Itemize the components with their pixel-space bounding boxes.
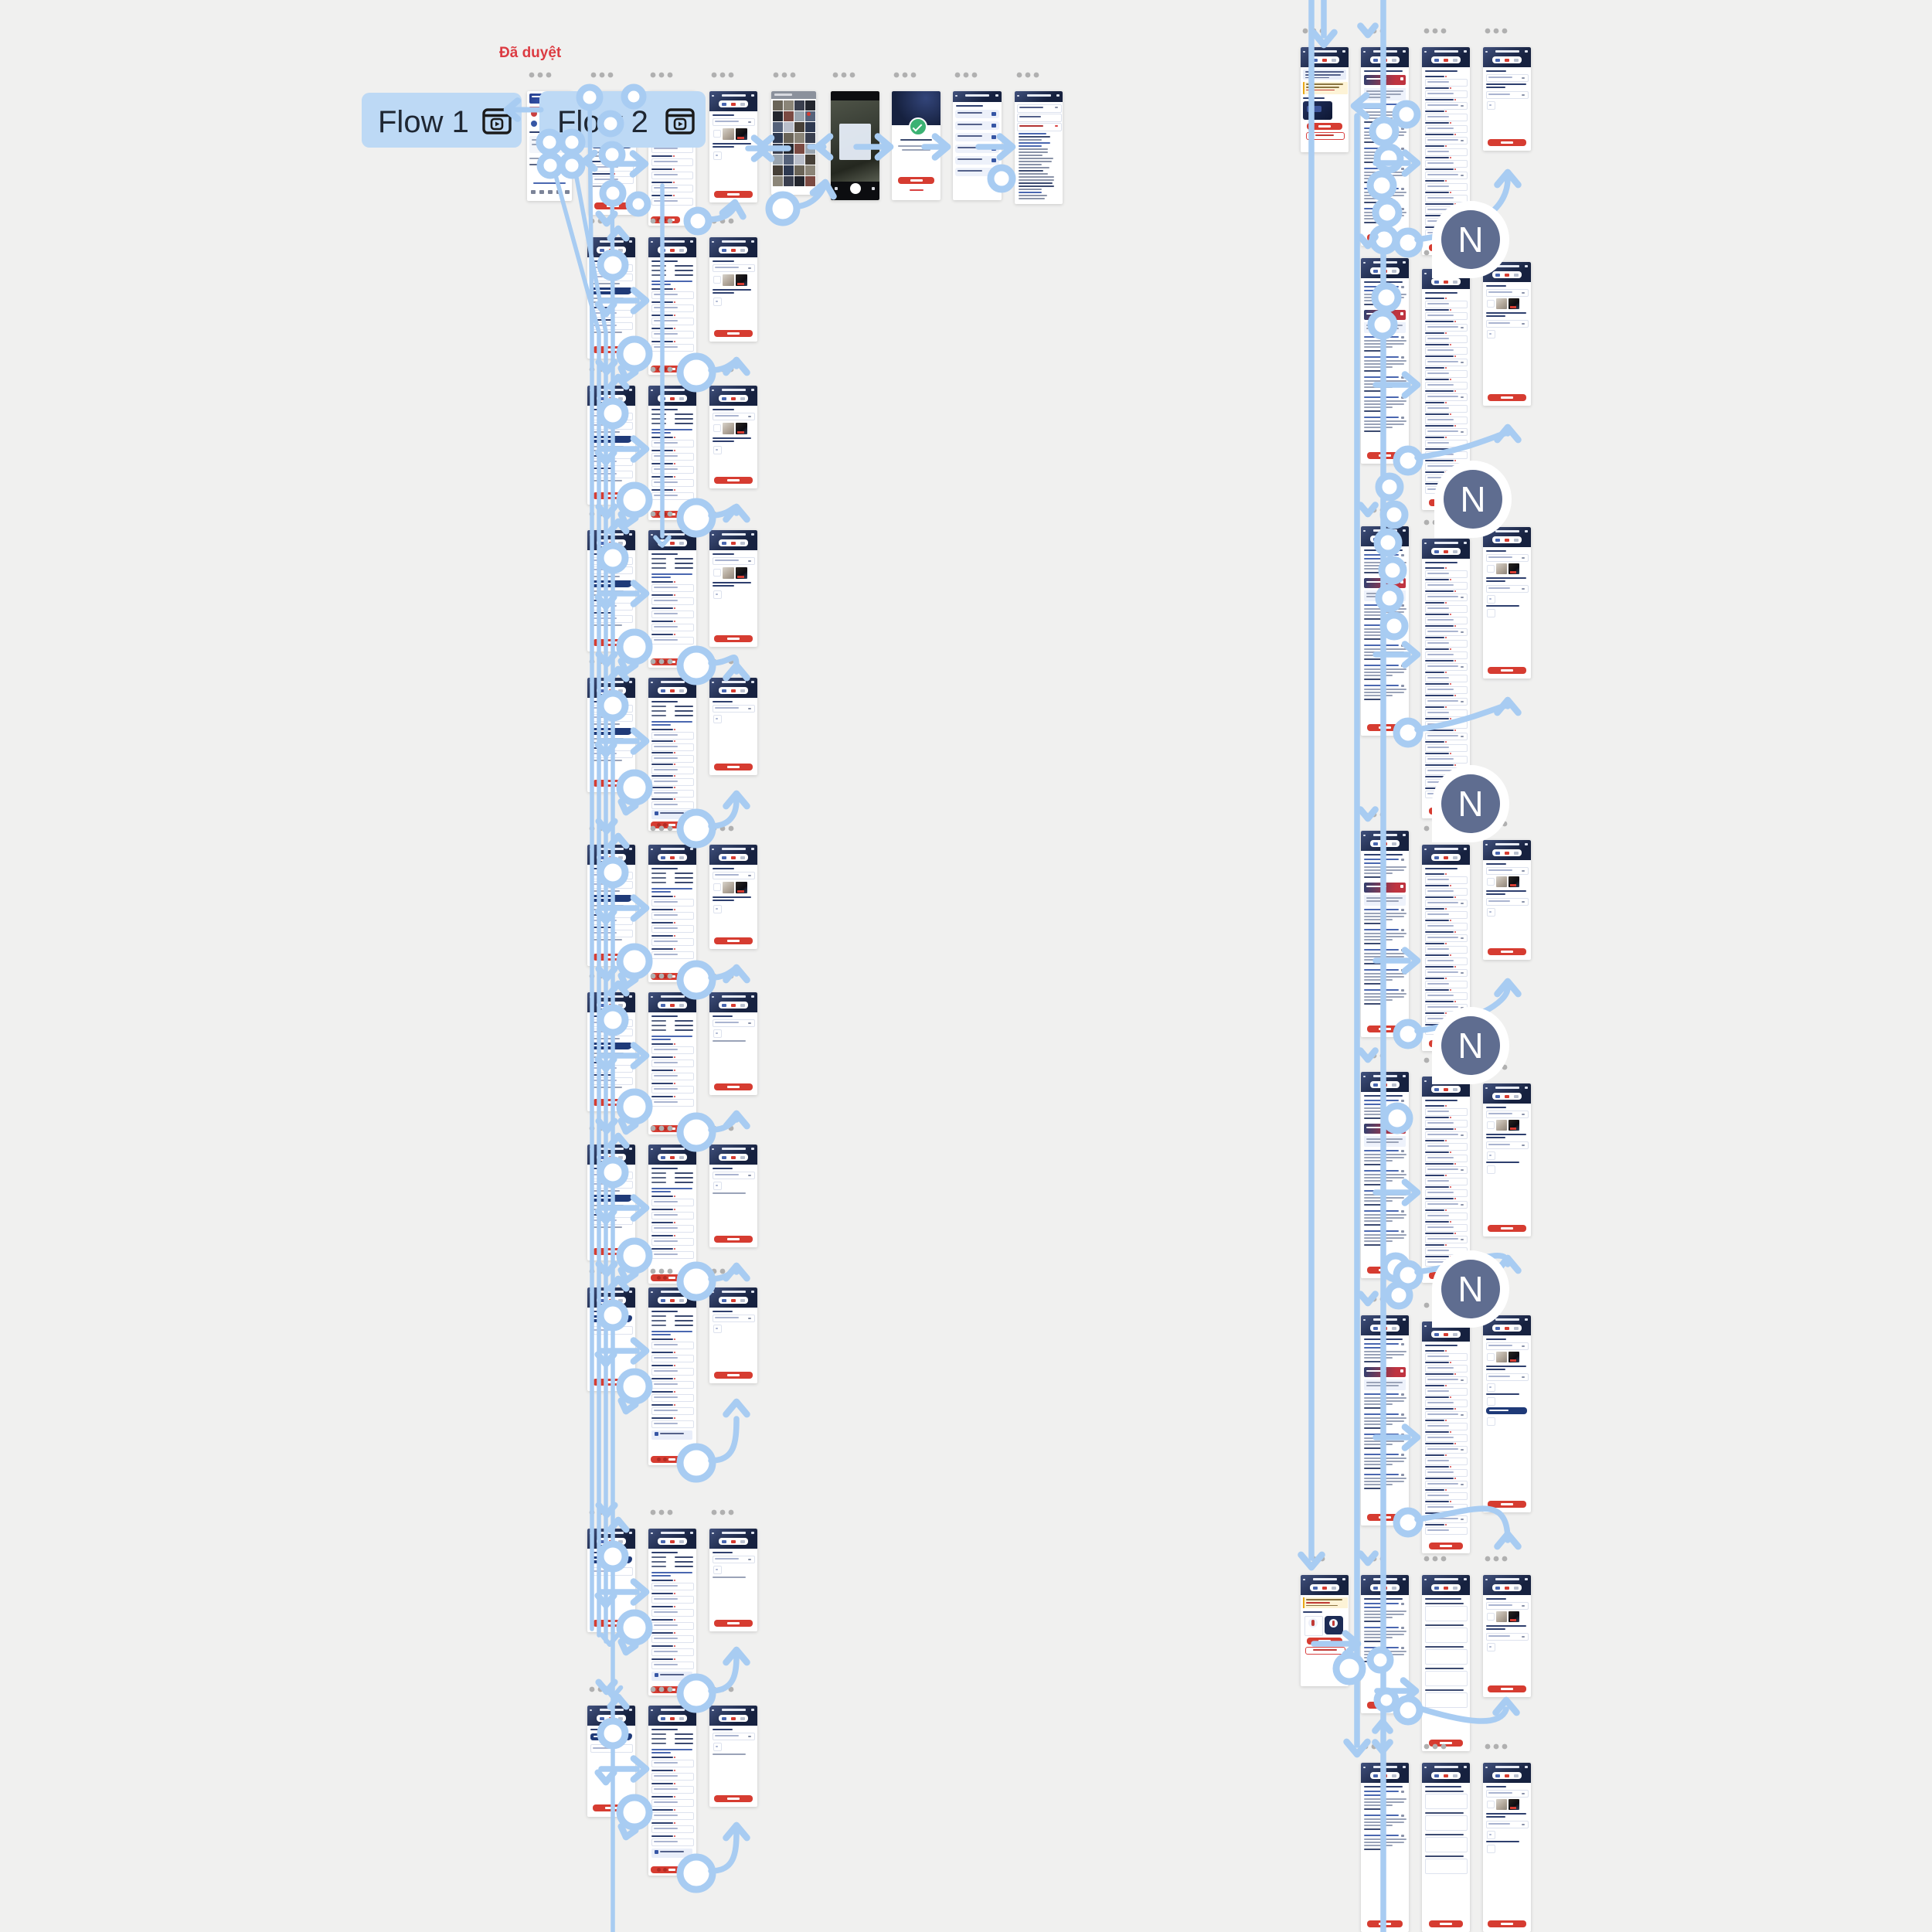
svg-text:N: N bbox=[1458, 784, 1483, 824]
svg-text:N: N bbox=[1460, 479, 1485, 519]
svg-text:N: N bbox=[1458, 1026, 1483, 1066]
svg-text:N: N bbox=[1458, 219, 1483, 260]
svg-text:N: N bbox=[1458, 1269, 1483, 1309]
